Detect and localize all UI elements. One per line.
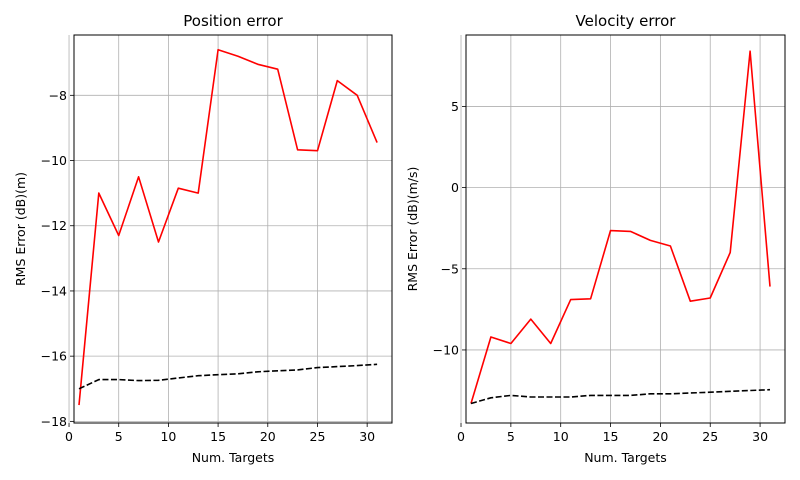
position-error-ytick-label: −10 — [41, 153, 67, 168]
velocity-error-xtick-label: 10 — [553, 429, 569, 444]
position-error-xtick-label: 0 — [65, 429, 73, 444]
position-error-ytick-label: −16 — [41, 349, 67, 364]
position-error-xtick-label: 10 — [160, 429, 176, 444]
velocity-error-ytick-label: 5 — [451, 99, 459, 114]
position-error-ticks: 0 5 10 15 20 25 30 −18 −16 −14 −12 −10 −8 — [41, 88, 376, 444]
velocity-error-ticks: 0 5 10 15 20 25 30 −10 −5 0 5 — [433, 99, 768, 444]
velocity-error-xtick-label: 25 — [702, 429, 718, 444]
velocity-error-chart: 0 5 10 15 20 25 30 −10 −5 0 5 Velocity error Num. … — [405, 12, 786, 465]
velocity-error-ylabel: RMS Error (dB)(m/s) — [405, 167, 420, 292]
velocity-error-ytick-label: −10 — [433, 342, 459, 357]
position-error-title: Position error — [183, 12, 283, 30]
velocity-error-ytick-label: −5 — [441, 261, 459, 276]
position-error-solid-series-line — [78, 48, 378, 406]
velocity-error-ytick-label: 0 — [451, 180, 459, 195]
position-error-ylabel: RMS Error (dB)(m) — [13, 172, 28, 286]
velocity-error-title: Velocity error — [576, 12, 677, 30]
position-error-xtick-label: 30 — [359, 429, 375, 444]
position-error-dashed-series-line — [78, 363, 378, 390]
position-error-xtick-label: 20 — [260, 429, 276, 444]
velocity-error-series — [470, 50, 771, 405]
velocity-error-xtick-label: 20 — [652, 429, 668, 444]
position-error-xtick-label: 15 — [210, 429, 226, 444]
velocity-error-frame — [465, 34, 786, 424]
velocity-error-grid — [460, 35, 785, 423]
velocity-error-xtick-label: 0 — [457, 429, 465, 444]
position-error-chart: 0 5 10 15 20 25 30 −18 −16 −14 −12 −10 −8 Position e… — [13, 12, 393, 465]
position-error-ytick-label: −14 — [41, 283, 67, 298]
velocity-error-xtick-label: 30 — [752, 429, 768, 444]
velocity-error-solid-series-line — [470, 50, 771, 404]
velocity-error-xtick-label: 5 — [507, 429, 515, 444]
position-error-xtick-label: 25 — [310, 429, 326, 444]
position-error-ytick-label: −12 — [41, 218, 67, 233]
position-error-xtick-label: 5 — [115, 429, 123, 444]
position-error-ytick-label: −18 — [41, 414, 67, 429]
velocity-error-xtick-label: 15 — [603, 429, 619, 444]
position-error-frame — [73, 34, 393, 424]
position-error-series — [78, 48, 378, 406]
velocity-error-xlabel: Num. Targets — [584, 450, 667, 465]
position-error-grid — [68, 35, 392, 423]
velocity-error-dashed-series-line — [470, 388, 771, 405]
position-error-xlabel: Num. Targets — [192, 450, 275, 465]
position-error-ytick-label: −8 — [49, 88, 67, 103]
